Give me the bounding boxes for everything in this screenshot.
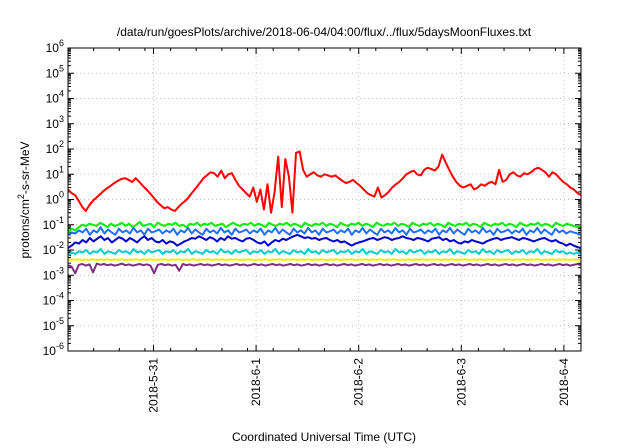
series-line-3 — [67, 233, 582, 249]
y-tick-label: 104 — [46, 89, 64, 106]
chart-title: /data/run/goesPlots/archive/2018-06-04/0… — [117, 25, 532, 39]
x-tick-label: 2018-6-4 — [557, 358, 571, 406]
series-line-5 — [67, 258, 582, 261]
series-line-4 — [67, 248, 582, 257]
series-line-1 — [67, 220, 582, 234]
y-tick-label: 101 — [46, 164, 64, 181]
y-tick-label: 10-3 — [43, 265, 64, 282]
y-tick-label: 10-4 — [43, 291, 64, 308]
x-tick-label: 2018-6-2 — [352, 358, 366, 406]
y-tick-label: 105 — [46, 63, 64, 80]
y-tick-label: 10-2 — [43, 240, 64, 257]
grid-lines — [68, 48, 581, 351]
series-line-2 — [67, 226, 582, 236]
x-tick-label: 2018-6-1 — [249, 358, 263, 406]
x-axis-ticks: 2018-5-31 2018-6-1 2018-6-2 2018-6-3 2018-6-… — [67, 48, 582, 413]
y-tick-label: 10-1 — [43, 215, 64, 232]
series-lines — [67, 150, 582, 275]
y-tick-label: 100 — [46, 190, 64, 207]
y-tick-label: 103 — [46, 114, 64, 131]
series-line-0 — [67, 150, 582, 214]
y-axis-label: protons/cm2-s-sr-MeV — [16, 141, 32, 258]
y-tick-label: 102 — [46, 139, 64, 156]
x-tick-label: 2018-5-31 — [147, 358, 161, 413]
x-tick-label: 2018-6-3 — [454, 358, 468, 406]
x-axis-label: Coordinated Universal Time (UTC) — [232, 430, 416, 444]
y-tick-label: 10-6 — [43, 341, 64, 358]
series-line-6 — [67, 262, 582, 275]
y-tick-label: 10-5 — [43, 316, 64, 333]
y-tick-label: 106 — [46, 38, 64, 55]
y-axis-ticks: 106 105 104 103 102 101 100 10-1 10-2 10-3 10-4 10-… — [43, 38, 581, 358]
plot-frame — [67, 47, 582, 352]
